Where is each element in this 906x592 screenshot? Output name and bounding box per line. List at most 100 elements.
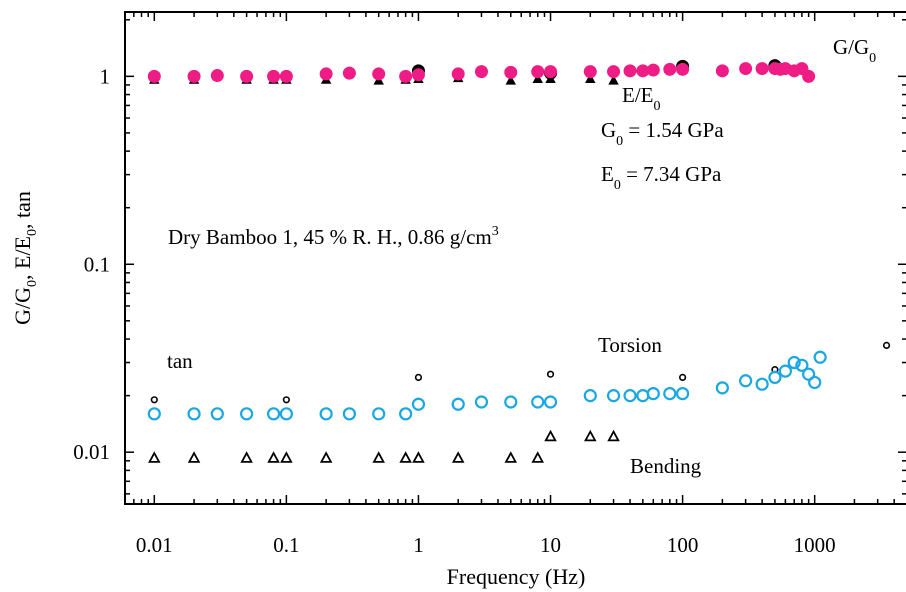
- data-point: [768, 370, 782, 385]
- data-point: [813, 350, 827, 364]
- data-point: [646, 63, 660, 77]
- data-point: [187, 451, 201, 463]
- data-point: [267, 451, 280, 463]
- data-point: [802, 367, 816, 381]
- data-point: [676, 387, 690, 401]
- data-point: [544, 429, 557, 442]
- data-point: [882, 341, 891, 350]
- data-point: [679, 373, 687, 382]
- x-axis-title: Frequency (Hz): [447, 564, 586, 589]
- data-point: [676, 62, 690, 76]
- data-point: [451, 67, 465, 81]
- x-tick-label: 100: [667, 533, 699, 557]
- data-point: [646, 387, 660, 401]
- x-tick-label: 0.01: [136, 533, 173, 557]
- data-marks: [147, 59, 891, 463]
- annotation-bending: Bending: [630, 454, 702, 478]
- data-point: [608, 75, 619, 85]
- data-point: [778, 364, 792, 378]
- data-point: [210, 69, 224, 83]
- data-point: [623, 64, 637, 78]
- data-point: [739, 374, 753, 388]
- x-tick-label: 1000: [794, 533, 836, 557]
- data-point: [279, 407, 293, 421]
- data-point: [583, 65, 597, 79]
- data-point: [372, 407, 386, 421]
- annotation-e0-value: E0 = 7.34 GPa: [601, 162, 722, 193]
- data-point: [504, 65, 518, 79]
- x-tick-labels: 0.01 0.1 1 10 100 1000: [136, 533, 836, 557]
- data-point: [267, 69, 281, 83]
- data-point: [147, 407, 161, 421]
- data-point: [240, 451, 253, 463]
- data-point: [531, 395, 545, 409]
- data-point: [414, 373, 423, 382]
- data-point: [412, 451, 425, 463]
- data-point: [474, 65, 488, 79]
- data-point: [266, 407, 281, 421]
- data-point: [531, 65, 545, 79]
- data-point: [372, 67, 386, 81]
- x-tick-label: 10: [540, 533, 561, 557]
- x-tick-label: 1: [413, 533, 424, 557]
- data-point: [147, 69, 161, 83]
- data-point: [342, 66, 356, 80]
- data-point: [584, 429, 597, 442]
- data-point: [715, 64, 729, 78]
- series-5: [147, 350, 827, 421]
- data-point: [282, 396, 290, 404]
- data-point: [474, 395, 489, 409]
- annotation-e-ratio: E/E0: [622, 83, 661, 114]
- y-tick-label: 0.01: [73, 440, 110, 464]
- data-point: [636, 64, 650, 78]
- data-point: [187, 69, 201, 83]
- data-point: [544, 65, 558, 79]
- data-point: [148, 451, 161, 463]
- data-point: [411, 397, 426, 411]
- data-point: [583, 389, 597, 403]
- data-point: [606, 389, 621, 403]
- data-point: [787, 355, 801, 370]
- y-tick-label: 0.1: [84, 252, 110, 276]
- data-point: [531, 451, 544, 463]
- y-tick-labels: 0.01 0.1 1: [73, 64, 110, 464]
- annotation-torsion: Torsion: [598, 333, 662, 357]
- y-axis-title: G/G0, E/E0, tan: [10, 191, 40, 325]
- axis-ticks: [124, 12, 906, 504]
- data-point: [399, 451, 412, 463]
- data-point: [607, 65, 621, 79]
- data-point: [663, 62, 677, 76]
- data-point: [755, 377, 769, 391]
- data-point: [319, 67, 333, 81]
- data-point: [240, 407, 254, 421]
- data-point: [399, 407, 413, 421]
- series-3: [147, 62, 816, 83]
- data-point: [399, 69, 413, 83]
- data-point: [451, 451, 465, 463]
- annotation-g-ratio: G/G0: [833, 35, 876, 66]
- series-6: [148, 429, 620, 463]
- data-point: [504, 395, 518, 409]
- data-point: [319, 451, 333, 463]
- data-point: [546, 370, 555, 378]
- data-point: [411, 68, 425, 82]
- annotation-sample: Dry Bamboo 1, 45 % R. H., 0.86 g/cm3: [168, 224, 499, 249]
- data-point: [663, 387, 677, 401]
- data-point: [342, 407, 356, 421]
- data-point: [240, 69, 254, 83]
- data-point: [210, 407, 224, 421]
- data-point: [755, 62, 769, 76]
- data-point: [319, 407, 333, 421]
- data-point: [279, 69, 293, 83]
- data-point: [504, 451, 518, 463]
- data-point: [623, 389, 637, 403]
- data-point: [187, 407, 201, 421]
- annotation-g0-value: G0 = 1.54 GPa: [601, 118, 724, 149]
- data-point: [636, 389, 650, 403]
- data-point: [543, 395, 558, 409]
- data-point: [280, 451, 293, 463]
- data-point: [715, 381, 729, 395]
- data-point: [795, 358, 809, 372]
- annotation-tan: tan: [167, 349, 193, 373]
